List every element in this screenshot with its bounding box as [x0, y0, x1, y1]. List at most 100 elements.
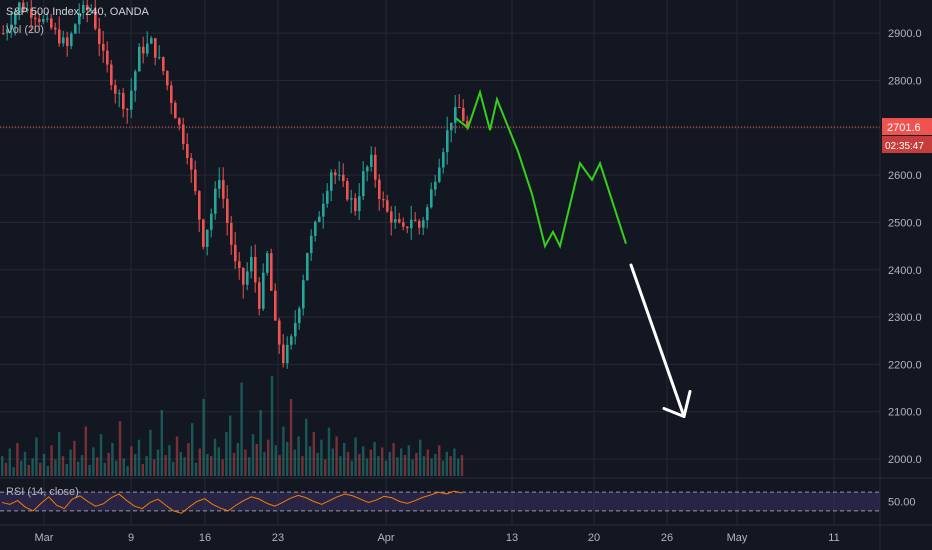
- rsi-legend[interactable]: RSI (14, close): [6, 486, 79, 498]
- candle-body: [162, 57, 165, 72]
- price-badge: 2701.6 02:35:47: [882, 118, 932, 154]
- candle: [90, 3, 93, 15]
- candle: [210, 208, 213, 238]
- candle-body: [98, 28, 101, 45]
- volume-bar: [358, 454, 361, 476]
- candle: [234, 231, 237, 269]
- candle-body: [170, 85, 173, 103]
- candle-body: [274, 290, 277, 321]
- candle: [98, 17, 101, 57]
- candle: [82, 0, 85, 20]
- x-tick-label: 11: [828, 532, 839, 544]
- candle-body: [258, 282, 261, 309]
- candle: [74, 23, 77, 35]
- volume-bar: [31, 458, 34, 476]
- candle: [242, 266, 245, 299]
- price-badge-value-bg: [882, 118, 932, 136]
- volume-bar: [126, 466, 129, 476]
- candle: [158, 45, 161, 60]
- candle-body: [190, 157, 193, 170]
- volume-bar: [198, 448, 201, 476]
- volume-bar: [259, 410, 262, 476]
- candle: [286, 336, 289, 369]
- candle-body: [142, 46, 145, 54]
- volume-bar: [213, 438, 217, 476]
- candle-body: [70, 33, 73, 46]
- candle: [298, 306, 301, 330]
- volume-bar: [244, 449, 247, 476]
- volume-bar: [377, 456, 380, 476]
- volume-bar: [457, 458, 460, 476]
- volume-bar: [392, 443, 395, 476]
- arrow-head-left: [662, 406, 686, 418]
- candle: [342, 163, 345, 187]
- candle-body: [238, 261, 241, 269]
- volume-bar: [122, 458, 125, 476]
- candle: [122, 87, 125, 118]
- candle: [194, 160, 197, 195]
- volume-bar: [107, 452, 110, 476]
- volume-bar: [172, 461, 175, 476]
- volume-bar: [350, 460, 353, 476]
- candle: [398, 212, 401, 224]
- candle-body: [66, 37, 69, 46]
- candle-body: [230, 222, 233, 245]
- candle-body: [350, 198, 353, 200]
- candle: [314, 220, 317, 242]
- candle: [254, 244, 257, 293]
- candle: [10, 12, 13, 38]
- candle: [354, 193, 357, 216]
- candle-body: [206, 229, 209, 247]
- y-tick-label: 2600.0: [888, 170, 922, 182]
- candle: [178, 117, 181, 131]
- candle: [126, 107, 129, 124]
- candle: [374, 146, 377, 188]
- candle-body: [314, 221, 317, 236]
- candle: [362, 161, 365, 201]
- candle-body: [442, 152, 445, 168]
- candle-body: [166, 71, 169, 86]
- candle-body: [430, 189, 433, 208]
- candle-body: [150, 38, 153, 44]
- candle-body: [130, 90, 133, 110]
- volume-bar: [191, 423, 194, 476]
- candle-body: [286, 344, 289, 364]
- rsi-band: [0, 492, 880, 511]
- volume-legend[interactable]: Vol (20): [6, 24, 44, 36]
- y-tick-label: 2200.0: [888, 359, 922, 371]
- symbol-legend[interactable]: S&P 500 Index, 240, OANDA: [6, 6, 149, 18]
- candle-body: [118, 93, 121, 95]
- candle: [238, 252, 241, 280]
- candle-body: [242, 268, 245, 285]
- candle: [282, 334, 285, 368]
- candle-body: [458, 107, 461, 109]
- candle: [414, 212, 417, 222]
- price-badge-countdown: 02:35:47: [885, 141, 924, 152]
- volume-bar: [12, 467, 15, 476]
- candle-body: [82, 5, 85, 13]
- volume-bar: [411, 459, 414, 476]
- candle-body: [194, 169, 197, 192]
- candle: [206, 229, 209, 256]
- volume-bar: [354, 437, 357, 476]
- candle: [418, 218, 421, 235]
- volume-bar: [42, 454, 46, 476]
- candle: [202, 218, 205, 250]
- volume-bar: [164, 455, 167, 476]
- candle-body: [422, 220, 425, 228]
- candle: [346, 178, 349, 202]
- candle: [142, 36, 145, 64]
- volume-bar: [308, 446, 312, 476]
- candle-body: [246, 271, 249, 285]
- volume-bar: [92, 447, 95, 476]
- candle-body: [326, 190, 329, 204]
- volume-bar: [324, 459, 327, 476]
- volume-bar: [430, 458, 433, 476]
- candle: [410, 205, 413, 240]
- candle-body: [298, 308, 301, 323]
- volume-bar: [407, 445, 410, 476]
- candle: [198, 190, 201, 233]
- down-arrow: [629, 263, 692, 418]
